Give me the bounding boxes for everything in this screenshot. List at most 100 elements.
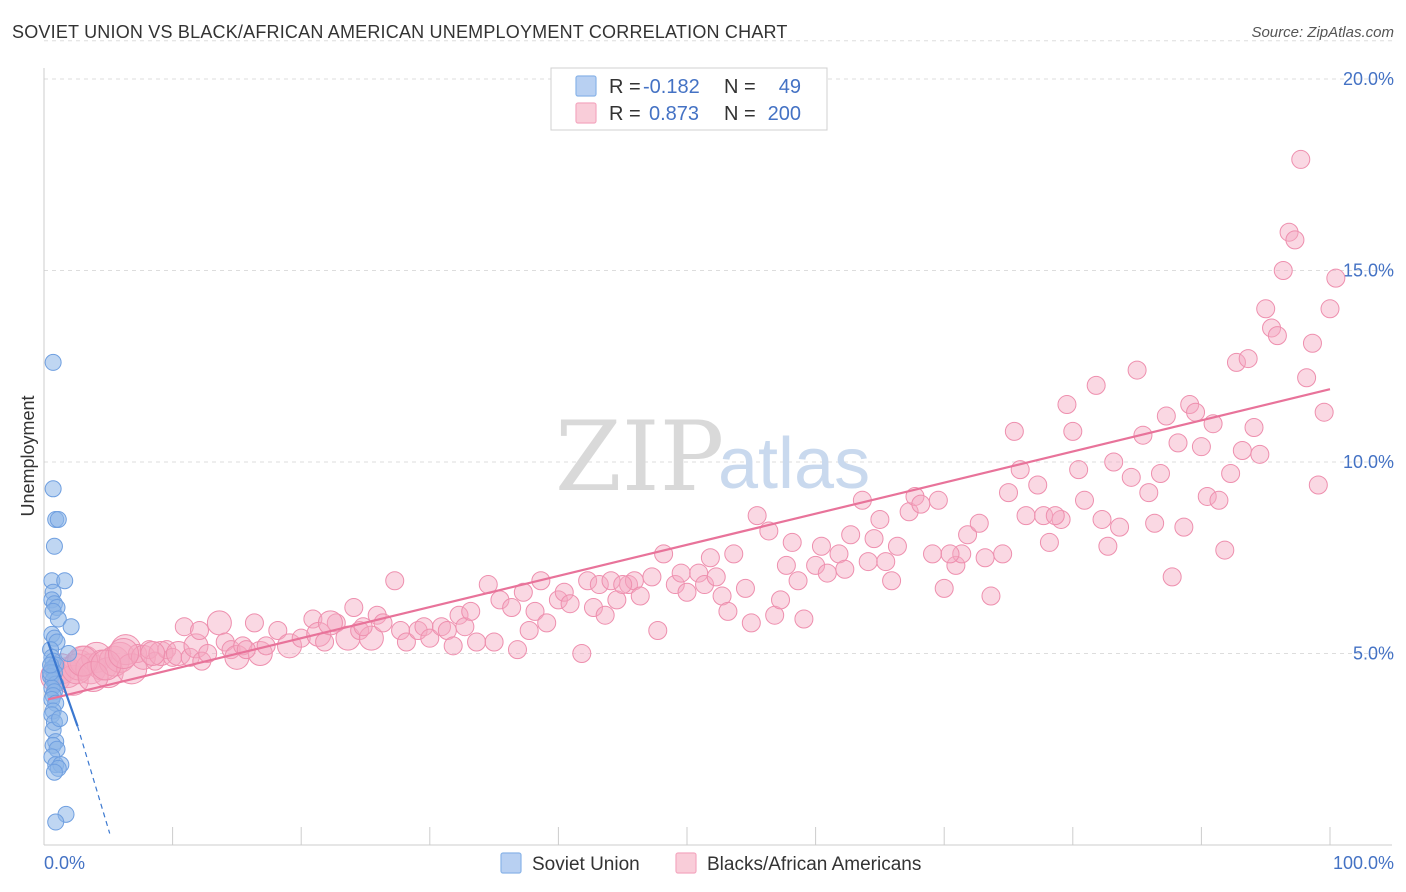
point-blacks-african-americans (431, 617, 451, 637)
point-soviet-union (44, 480, 62, 498)
point-blacks-african-americans (1308, 475, 1328, 495)
point-blacks-african-americans (77, 660, 109, 692)
point-blacks-african-americans (794, 609, 814, 629)
point-blacks-african-americans (1145, 513, 1165, 533)
point-blacks-african-americans (1186, 402, 1206, 422)
point-soviet-union (45, 537, 63, 555)
point-soviet-union (56, 572, 74, 590)
point-blacks-african-americans (513, 582, 533, 602)
point-blacks-african-americans (1232, 441, 1252, 461)
point-blacks-african-americans (1238, 349, 1258, 369)
point-blacks-african-americans (613, 575, 633, 595)
point-blacks-african-americans (969, 513, 989, 533)
point-blacks-african-americans (1139, 483, 1159, 503)
point-blacks-african-americans (595, 605, 615, 625)
legend-r-label-1: R = (609, 76, 641, 98)
point-blacks-african-americans (1256, 299, 1276, 319)
y-tick-label: 5.0% (1353, 644, 1394, 664)
point-blacks-african-americans (560, 594, 580, 614)
legend-swatch-soviet-union (575, 75, 597, 97)
point-soviet-union (49, 610, 67, 628)
point-blacks-african-americans (695, 575, 715, 595)
y-tick-label: 20.0% (1343, 69, 1394, 89)
point-blacks-african-americans (1209, 490, 1229, 510)
point-blacks-african-americans (981, 586, 1001, 606)
legend-n-value-1: 49 (779, 76, 801, 98)
point-blacks-african-americans (958, 525, 978, 545)
point-blacks-african-americans (841, 525, 861, 545)
point-blacks-african-americans (502, 598, 522, 618)
point-blacks-african-americans (1326, 268, 1346, 288)
bottom-legend-swatch-blacks-african-americans (675, 852, 697, 874)
point-blacks-african-americans (1273, 261, 1293, 280)
legend-r-label-2: R = (609, 103, 641, 125)
trend-lines (46, 388, 1331, 834)
point-blacks-african-americans (358, 625, 384, 651)
point-blacks-african-americans (1150, 463, 1170, 483)
point-blacks-african-americans (449, 605, 469, 625)
point-blacks-african-americans (946, 555, 966, 575)
point-blacks-african-americans (940, 544, 960, 564)
watermark-zip: ZIP (555, 401, 724, 513)
point-blacks-african-americans (1039, 532, 1059, 552)
series-blacks-african-americans-points (40, 149, 1346, 696)
y-tick-labels: 5.0% 10.0% 15.0% 20.0% (1343, 69, 1394, 664)
point-blacks-african-americans (578, 571, 598, 591)
point-blacks-african-americans (1314, 402, 1334, 422)
point-blacks-african-americans (806, 555, 826, 575)
legend-r-value-2: 0.873 (649, 103, 699, 125)
point-blacks-african-americans (90, 649, 122, 681)
point-soviet-union (62, 618, 80, 636)
point-blacks-african-americans (1092, 509, 1112, 529)
point-blacks-african-americans (999, 483, 1018, 503)
trend-line-soviet-union (46, 641, 79, 727)
point-blacks-african-americans (1197, 486, 1217, 506)
chart-source: Source: ZipAtlas.com (1251, 24, 1394, 41)
trend-line-soviet-union-extension (77, 726, 111, 834)
point-soviet-union (60, 645, 78, 662)
point-soviet-union (44, 353, 62, 371)
legend-r-value-1: -0.182 (643, 76, 700, 98)
point-blacks-african-americans (189, 621, 209, 641)
point-blacks-african-americans (654, 544, 674, 564)
point-blacks-african-americans (443, 636, 463, 656)
point-blacks-african-americans (975, 548, 995, 568)
point-blacks-african-americans (835, 559, 855, 579)
point-blacks-african-americans (1110, 517, 1130, 537)
point-soviet-union (51, 710, 69, 728)
point-blacks-african-americans (1302, 333, 1322, 353)
chart-title: SOVIET UNION VS BLACK/AFRICAN AMERICAN U… (12, 22, 788, 42)
point-blacks-african-americans (519, 621, 539, 641)
point-blacks-african-americans (107, 638, 139, 669)
series-legend: Soviet Union Blacks/African Americans (500, 852, 921, 875)
point-blacks-african-americans (735, 578, 755, 598)
point-blacks-african-americans (870, 509, 890, 529)
point-blacks-african-americans (1086, 375, 1106, 395)
point-blacks-african-americans (905, 486, 925, 506)
point-blacks-african-americans (507, 640, 527, 660)
y-tick-label: 10.0% (1343, 452, 1394, 472)
point-blacks-african-americans (1180, 395, 1200, 415)
point-blacks-african-americans (206, 610, 232, 636)
watermark-atlas: atlas (718, 424, 870, 504)
point-blacks-african-americans (934, 578, 954, 598)
point-blacks-african-americans (1291, 149, 1311, 169)
y-tick-label: 15.0% (1343, 261, 1394, 281)
point-blacks-african-americans (244, 613, 264, 633)
point-soviet-union (49, 510, 67, 528)
point-blacks-african-americans (1279, 222, 1299, 242)
point-blacks-african-americans (741, 613, 761, 633)
point-blacks-african-americans (537, 613, 557, 633)
bottom-legend-label-blacks-african-americans: Blacks/African Americans (707, 854, 921, 875)
trend-line-blacks-african-americans (47, 388, 1331, 701)
point-blacks-african-americans (1226, 352, 1246, 372)
point-soviet-union (45, 763, 63, 781)
bottom-legend-label-soviet-union: Soviet Union (532, 854, 640, 875)
point-blacks-african-americans (1028, 475, 1048, 495)
point-blacks-african-americans (353, 617, 373, 637)
point-blacks-african-americans (1104, 452, 1124, 472)
point-blacks-african-americans (876, 552, 896, 572)
point-blacks-african-americans (700, 548, 720, 568)
point-blacks-african-americans (776, 555, 796, 575)
